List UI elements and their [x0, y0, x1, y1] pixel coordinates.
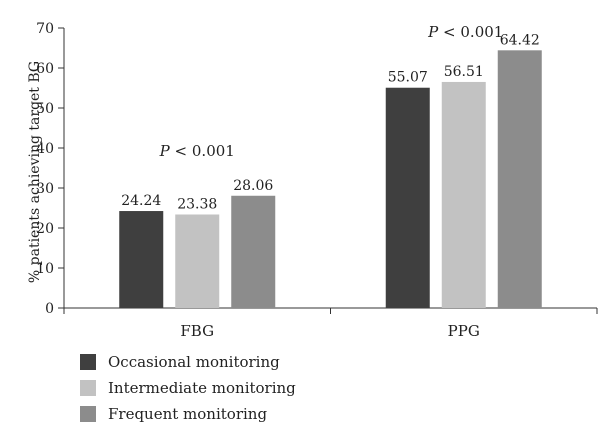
- legend-item-frequent: Frequent monitoring: [80, 401, 296, 427]
- legend-swatch-occasional: [80, 354, 96, 370]
- legend: Occasional monitoring Intermediate monit…: [80, 349, 296, 427]
- value-labels: 24.24 23.38 28.06 55.07 56.51 64.42: [121, 32, 540, 212]
- legend-item-intermediate: Intermediate monitoring: [80, 375, 296, 401]
- y-axis-ticks: 0 10 20 30 40 50 60 70: [36, 21, 64, 317]
- legend-swatch-frequent: [80, 406, 96, 422]
- value-label: 55.07: [388, 70, 428, 86]
- y-axis-label: % patients achieving target BG: [27, 61, 43, 283]
- category-labels: FBG PPG: [180, 322, 479, 340]
- bar: [497, 50, 542, 308]
- p-value-annotation: P < 0.001: [159, 142, 235, 160]
- legend-label: Intermediate monitoring: [108, 379, 296, 397]
- y-tick-label: 20: [36, 221, 54, 237]
- value-label: 64.42: [500, 32, 540, 48]
- p-value: < 0.001: [443, 23, 503, 41]
- bar: [119, 211, 164, 308]
- value-label: 56.51: [444, 64, 484, 80]
- y-tick-label: 30: [36, 181, 54, 197]
- legend-item-occasional: Occasional monitoring: [80, 349, 296, 375]
- bar: [231, 195, 276, 308]
- y-tick-label: 0: [45, 301, 54, 317]
- bar-chart: 0 10 20 30 40 50 60 70 24.24 23.38 28.06 55.07 56.5…: [27, 21, 598, 340]
- y-tick-label: 50: [36, 101, 54, 117]
- value-label: 24.24: [121, 193, 161, 209]
- p-value: < 0.001: [175, 142, 235, 160]
- y-tick-label: 60: [36, 61, 54, 77]
- legend-label: Frequent monitoring: [108, 405, 268, 423]
- p-value-annotation: P < 0.001: [427, 23, 503, 41]
- bars: [119, 50, 542, 309]
- legend-label: Occasional monitoring: [108, 353, 280, 371]
- y-tick-label: 10: [36, 261, 54, 277]
- value-label: 23.38: [177, 196, 217, 212]
- category-label: PPG: [448, 322, 480, 340]
- value-label: 28.06: [233, 178, 273, 194]
- category-label: FBG: [180, 322, 214, 340]
- y-tick-label: 70: [36, 21, 54, 37]
- bar: [175, 214, 220, 308]
- legend-swatch-intermediate: [80, 380, 96, 396]
- y-tick-label: 40: [36, 141, 54, 157]
- bar: [385, 87, 430, 308]
- p-symbol: P: [159, 142, 175, 160]
- bar: [441, 81, 486, 309]
- p-symbol: P: [427, 23, 443, 41]
